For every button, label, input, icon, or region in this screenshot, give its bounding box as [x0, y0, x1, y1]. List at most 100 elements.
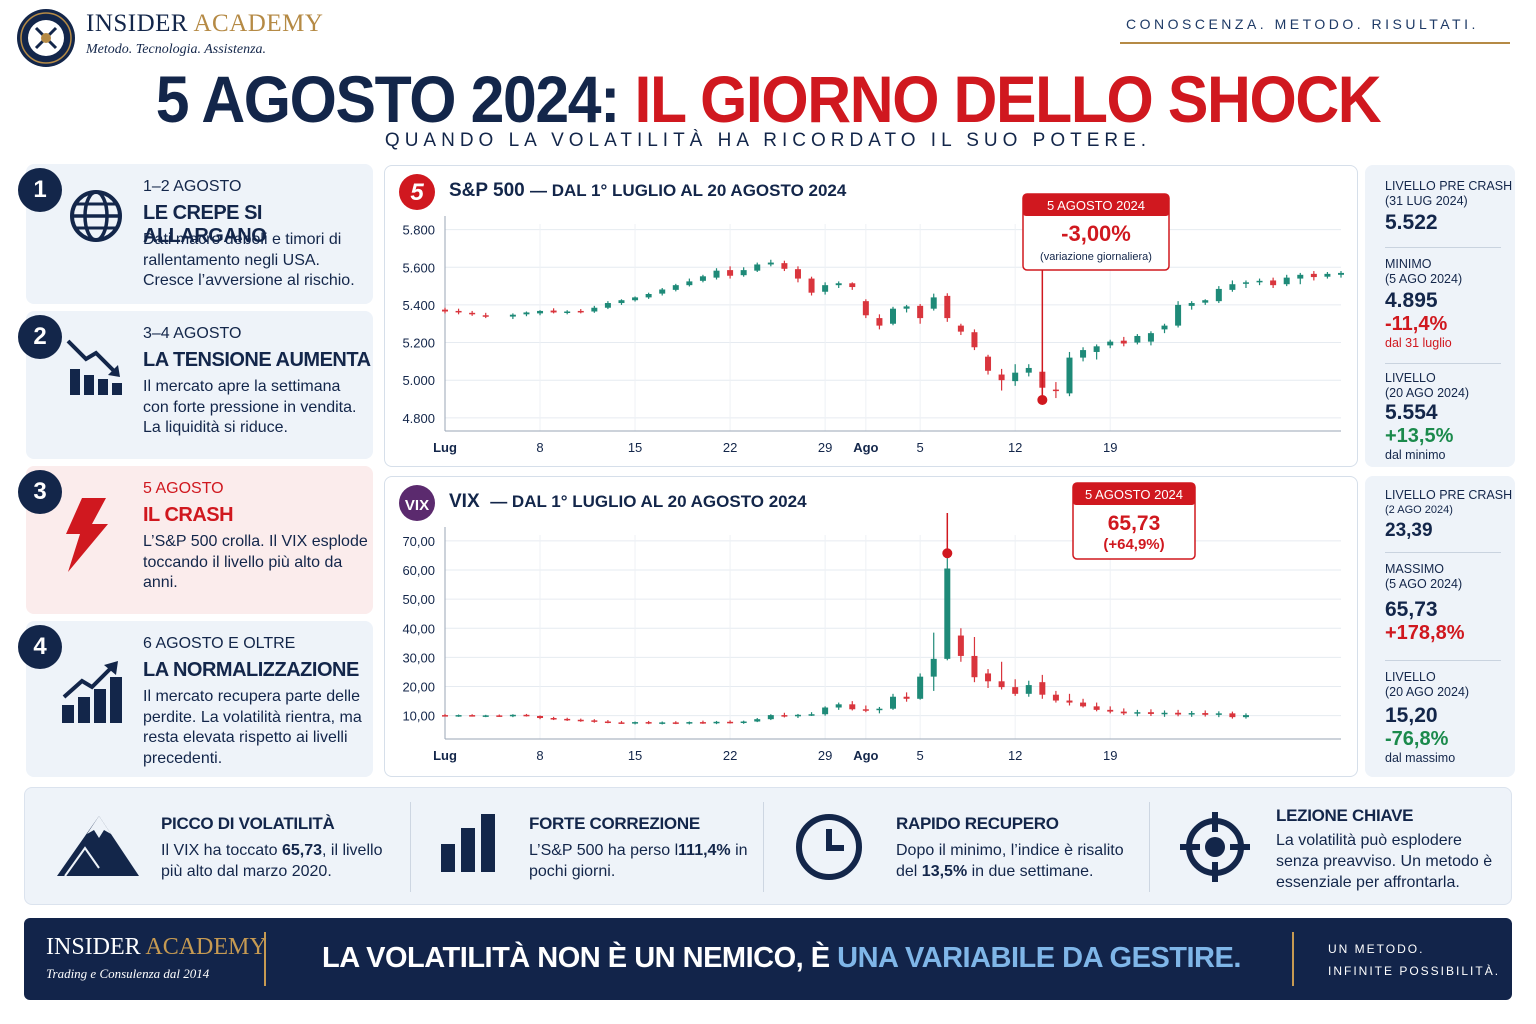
stat-sublabel: (5 AGO 2024)	[1385, 577, 1463, 591]
candle-body	[985, 673, 992, 682]
footer-right-line2: INFINITE POSSIBILITÀ.	[1328, 964, 1501, 978]
page-title: 5 AGOSTO 2024: IL GIORNO DELLO SHOCK	[61, 64, 1474, 134]
candle-body	[564, 311, 571, 314]
divider	[264, 932, 266, 986]
clock-icon	[796, 814, 862, 880]
stat-label: LIVELLO PRE CRASH	[1385, 179, 1513, 193]
x-tick-label: 12	[1008, 748, 1022, 763]
candle-body	[672, 722, 679, 724]
falling-bars-icon	[66, 339, 122, 395]
candle-body	[1052, 694, 1059, 701]
stat-change: +13,5%	[1385, 425, 1454, 447]
candle-body	[1283, 277, 1290, 285]
candle-body	[740, 270, 747, 276]
stat-value: 5.554	[1385, 401, 1438, 424]
step-4: 4 6 AGOSTO E OLTRE LA NORMALIZZAZIONE Il…	[18, 621, 373, 777]
candle-body	[509, 314, 516, 317]
x-tick-label: Ago	[853, 440, 878, 455]
candle-body	[1256, 280, 1263, 283]
candle-body	[1134, 712, 1141, 714]
candle-body	[1025, 685, 1032, 694]
candle-body	[645, 294, 652, 298]
step-description: Dati macro deboli e timori di rallentame…	[143, 231, 355, 289]
footer-right-line1: UN METODO.	[1328, 942, 1425, 956]
candle-body	[469, 715, 476, 717]
candle-body	[618, 300, 625, 304]
step-date: 5 AGOSTO	[143, 480, 224, 497]
vix-badge: VIX	[399, 485, 435, 521]
candle-body	[1147, 333, 1154, 342]
candle-body	[1202, 300, 1209, 303]
divider	[1385, 552, 1501, 553]
candle-body	[713, 270, 720, 278]
x-tick-label: 29	[818, 748, 832, 763]
brand-accent: ACADEMY	[193, 10, 324, 37]
y-tick-label: 5.800	[402, 223, 435, 238]
candle-body	[808, 278, 815, 293]
y-tick-label: 5.600	[402, 260, 435, 275]
divider	[1385, 363, 1501, 364]
candle-body	[550, 310, 557, 313]
candle-body	[903, 696, 910, 699]
y-tick-label: 50,00	[402, 592, 435, 607]
candle-body	[1120, 711, 1127, 714]
x-tick-label: 12	[1008, 440, 1022, 455]
sp500-chart-panel: 5 S&P 500 — DAL 1° LUGLIO AL 20 AGOSTO 2…	[384, 165, 1358, 467]
fact-key-lesson: LEZIONE CHIAVE La volatilità può esplode…	[1150, 788, 1512, 906]
candle-body	[1147, 712, 1154, 714]
sp500-stat-pre-crash: LIVELLO PRE CRASH (31 LUG 2024) 5.522	[1385, 179, 1512, 235]
candle-body	[794, 269, 801, 279]
y-tick-label: 5.200	[402, 336, 435, 351]
vix-stat-pre-crash: LIVELLO PRE CRASH (2 AGO 2024) 23,39	[1385, 488, 1512, 542]
candle-body	[998, 681, 1005, 688]
candle-body	[971, 655, 978, 678]
divider	[1149, 802, 1150, 892]
y-tick-label: 30,00	[402, 650, 435, 665]
x-tick-label: 29	[818, 440, 832, 455]
callout-header	[1023, 194, 1169, 216]
vix-stat-maximum: MASSIMO (5 AGO 2024) 65,73 +178,8%	[1385, 562, 1465, 645]
bar-chart-icon	[441, 814, 495, 872]
candle-body	[686, 281, 693, 286]
step-title: IL CRASH	[143, 504, 234, 526]
rising-bars-icon	[62, 661, 122, 723]
x-tick-label: 5	[917, 440, 924, 455]
candle-body	[876, 318, 883, 326]
sp500-candlestick-chart: 4.800 5.000 5.200 5.400 5.600 5.800 Lug 8 15 22 29…	[402, 193, 1344, 455]
candle-body	[659, 289, 666, 294]
candle-body	[1270, 280, 1277, 286]
candle-body	[957, 325, 964, 332]
x-tick-label: 19	[1103, 748, 1117, 763]
step-2: 2 3–4 AGOSTO LA TENSIONE AUMENTA Il merc…	[18, 311, 373, 459]
sp500-stats: LIVELLO PRE CRASH (31 LUG 2024) 5.522 MI…	[1365, 165, 1515, 467]
sp500-stat-level: LIVELLO (20 AGO 2024) 5.554 +13,5% dal m…	[1385, 371, 1469, 462]
vix-stats: LIVELLO PRE CRASH (2 AGO 2024) 23,39 MAS…	[1365, 476, 1515, 777]
candle-body	[1080, 350, 1087, 358]
title-headline: IL GIORNO DELLO SHOCK	[634, 62, 1381, 136]
sp500-title-name: S&P 500	[449, 180, 525, 201]
candle-body	[1039, 682, 1046, 695]
stat-sublabel: (31 LUG 2024)	[1385, 194, 1468, 208]
stat-sublabel: (5 AGO 2024)	[1385, 272, 1463, 286]
callout-header	[1073, 483, 1195, 505]
candle-body	[455, 715, 462, 717]
step-number: 1	[18, 168, 62, 212]
x-tick-label: Lug	[433, 440, 457, 455]
candle-body	[1080, 702, 1087, 707]
candle-body	[1229, 713, 1236, 718]
stat-change: +178,8%	[1385, 622, 1465, 644]
candle-body	[1297, 274, 1304, 279]
candle-body	[1188, 713, 1195, 715]
x-tick-label: 8	[536, 440, 543, 455]
candle-body	[645, 722, 652, 724]
stat-note: dal massimo	[1385, 751, 1456, 765]
candle-body	[754, 264, 761, 271]
y-tick-label: 10,00	[402, 709, 435, 724]
event-marker	[942, 548, 953, 559]
x-tick-label: Ago	[853, 748, 878, 763]
candle-body	[917, 305, 924, 319]
candle-body	[1175, 304, 1182, 326]
stat-change: -11,4%	[1385, 313, 1448, 335]
candle-body	[781, 715, 788, 717]
candle-body	[862, 709, 869, 711]
